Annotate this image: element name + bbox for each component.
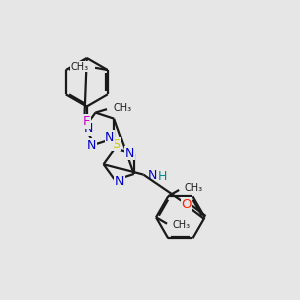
Text: H: H <box>158 170 167 183</box>
Text: S: S <box>112 138 120 151</box>
Text: F: F <box>83 115 91 128</box>
Text: CH₃: CH₃ <box>173 220 191 230</box>
Text: CH₃: CH₃ <box>70 61 88 72</box>
Text: N: N <box>105 130 115 143</box>
Text: CH₃: CH₃ <box>185 183 203 193</box>
Text: CH₃: CH₃ <box>114 103 132 113</box>
Text: N: N <box>125 147 134 160</box>
Text: N: N <box>87 139 96 152</box>
Text: N: N <box>83 122 93 135</box>
Text: N: N <box>115 175 124 188</box>
Text: O: O <box>181 198 192 211</box>
Text: N: N <box>148 169 157 182</box>
